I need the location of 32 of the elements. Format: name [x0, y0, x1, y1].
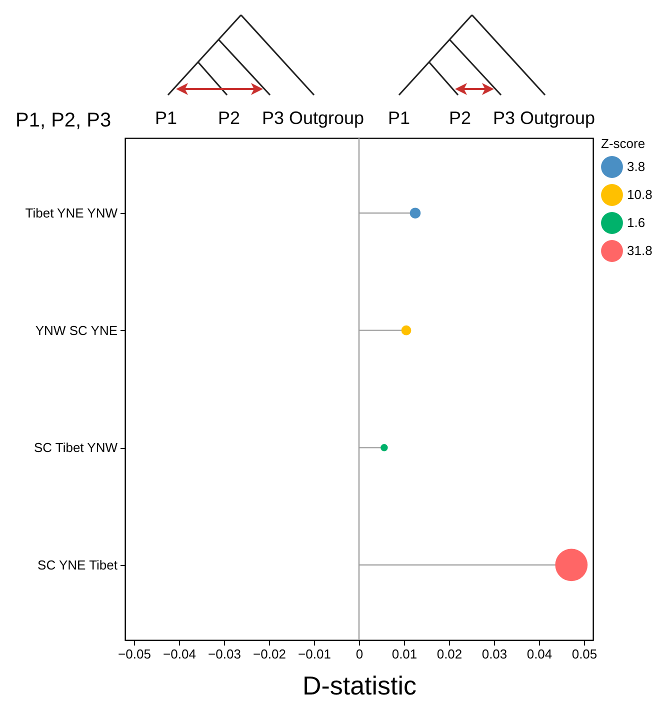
x-tick-label: −0.02	[253, 646, 286, 662]
point	[410, 208, 421, 218]
text: P1	[155, 108, 178, 128]
x-tick-label: −0.04	[163, 646, 196, 662]
point	[401, 325, 412, 336]
y-tick-label: SC Tibet YNW	[34, 440, 118, 456]
x-axis-title: D-statistic	[302, 670, 417, 700]
legend-label: 10.8	[627, 187, 652, 202]
legend-label: 31.8	[627, 243, 652, 258]
x-tick-label: 0.05	[572, 646, 598, 662]
legend-label: 3.8	[627, 159, 646, 174]
x-tick-label: 0.03	[482, 646, 508, 662]
x-tick-label: −0.03	[208, 646, 241, 662]
legend-label: 1.6	[627, 215, 646, 230]
point	[555, 548, 588, 582]
point	[380, 444, 388, 452]
x-tick-label: −0.05	[118, 646, 151, 662]
x-tick-label: −0.01	[298, 646, 331, 662]
text: P3 Outgroup	[262, 108, 364, 128]
x-tick-label: 0.02	[436, 646, 462, 662]
y-tick-label: SC YNE Tibet	[38, 557, 118, 572]
y-tick-label: Tibet YNE YNW	[25, 206, 118, 221]
y-tick-label: YNW SC YNE	[35, 322, 118, 338]
text: P2	[449, 108, 472, 128]
y-axis-title: P1, P2, P3	[16, 110, 112, 132]
x-tick-label: 0.01	[392, 646, 418, 662]
text: P3 Outgroup	[493, 108, 596, 128]
text: P2	[218, 108, 240, 128]
legend-title: Z-score	[601, 136, 646, 151]
x-tick-label: 0	[356, 646, 364, 662]
text: P1	[388, 108, 410, 128]
x-tick-label: 0.04	[526, 646, 552, 662]
